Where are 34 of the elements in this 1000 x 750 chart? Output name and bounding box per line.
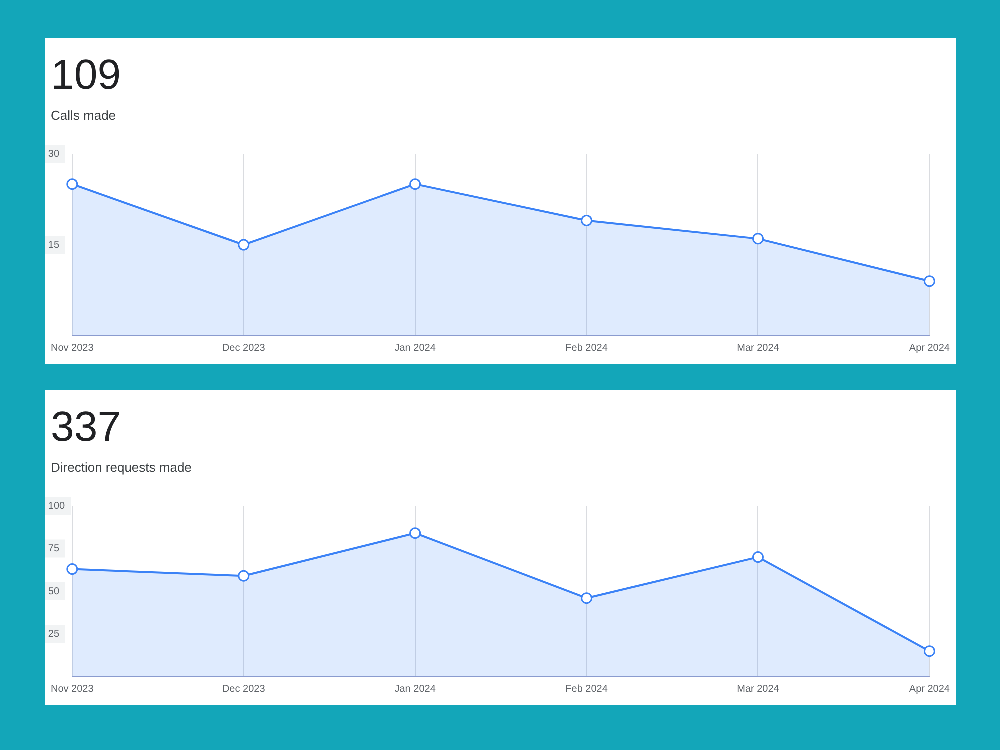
chart-subtitle: Direction requests made bbox=[50, 460, 192, 475]
x-tick-label: Jan 2024 bbox=[394, 684, 436, 695]
x-tick-label: Dec 2023 bbox=[222, 684, 266, 695]
point bbox=[66, 564, 78, 576]
x-tick-label: Dec 2023 bbox=[222, 342, 266, 354]
point bbox=[580, 214, 592, 226]
x-tick-label: Apr 2024 bbox=[908, 684, 950, 695]
chart-title: 109 bbox=[50, 50, 121, 98]
x-tick-label: Mar 2024 bbox=[736, 684, 780, 695]
point bbox=[238, 570, 250, 582]
point bbox=[752, 233, 764, 245]
point bbox=[752, 552, 764, 564]
x-tick-label: Apr 2024 bbox=[908, 342, 950, 354]
point bbox=[238, 239, 250, 251]
y-tick-label: 75 bbox=[48, 544, 60, 554]
point bbox=[580, 592, 592, 604]
point bbox=[923, 646, 935, 658]
point bbox=[409, 178, 421, 190]
x-tick-label: Feb 2024 bbox=[565, 342, 608, 354]
x-tick-label: Feb 2024 bbox=[565, 684, 608, 695]
y-tick-label: 100 bbox=[48, 500, 66, 512]
x-tick-label: Mar 2024 bbox=[736, 342, 780, 354]
y-tick-label: 15 bbox=[48, 240, 60, 251]
y-tick-label: 25 bbox=[48, 629, 60, 640]
x-tick-label: Nov 2023 bbox=[50, 342, 94, 354]
chart-subtitle: Calls made bbox=[50, 108, 116, 123]
chart-title: 337 bbox=[50, 402, 121, 450]
point bbox=[66, 178, 78, 190]
point bbox=[923, 276, 935, 288]
y-tick-label: 30 bbox=[48, 148, 60, 160]
x-tick-label: Nov 2023 bbox=[50, 684, 94, 695]
x-tick-label: Jan 2024 bbox=[394, 342, 436, 354]
point bbox=[409, 528, 421, 540]
y-tick-label: 50 bbox=[48, 586, 60, 598]
